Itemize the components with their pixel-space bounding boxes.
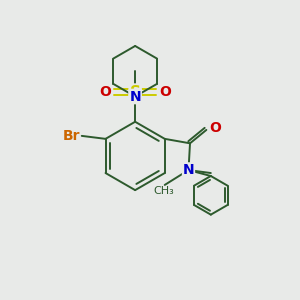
Text: Br: Br — [63, 129, 80, 143]
Text: N: N — [129, 89, 141, 103]
Text: O: O — [99, 85, 111, 99]
Text: O: O — [209, 122, 221, 136]
Text: CH₃: CH₃ — [153, 186, 174, 197]
Text: S: S — [130, 85, 141, 100]
Text: N: N — [183, 163, 194, 177]
Text: O: O — [160, 85, 171, 99]
